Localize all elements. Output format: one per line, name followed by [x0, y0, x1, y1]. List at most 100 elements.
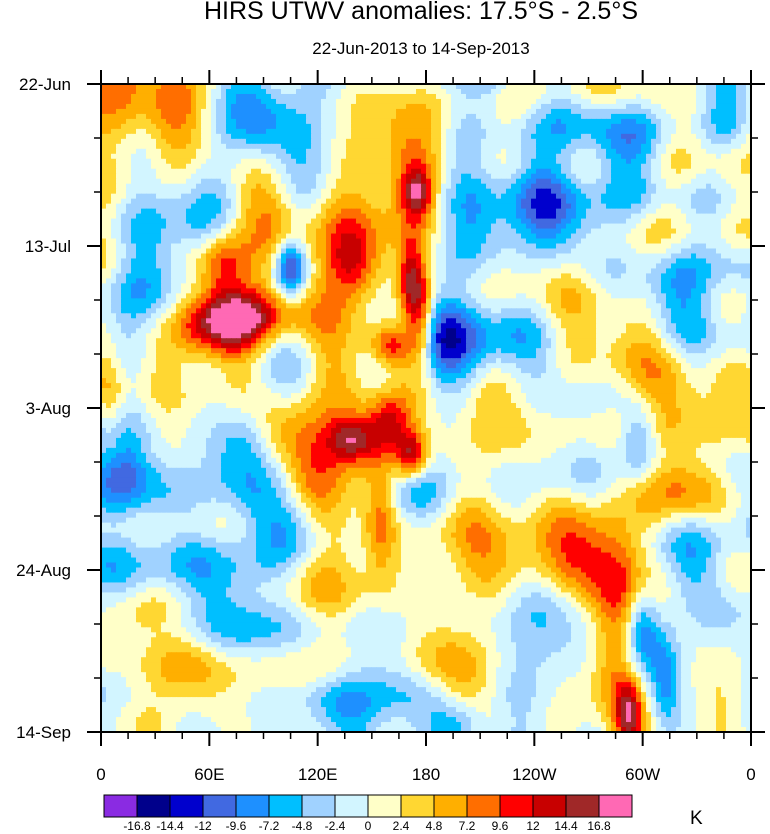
field-cell [301, 223, 307, 230]
field-cell [166, 213, 172, 220]
field-cell [141, 173, 147, 180]
field-cell [496, 253, 502, 260]
field-cell [556, 143, 562, 150]
field-cell [331, 88, 337, 95]
field-cell [451, 123, 457, 130]
field-cell [251, 233, 257, 240]
field-cell [311, 203, 317, 210]
field-cell [111, 273, 117, 279]
field-cell [391, 258, 397, 265]
field-cell [541, 183, 547, 190]
field-cell [236, 133, 242, 140]
field-cell [571, 198, 577, 205]
field-cell [206, 84, 212, 90]
field-cell [621, 123, 627, 130]
field-cell [706, 253, 712, 260]
field-cell [461, 93, 467, 100]
field-cell [581, 223, 587, 230]
field-cell [671, 118, 677, 125]
field-cell [176, 258, 182, 265]
field-cell [296, 103, 302, 110]
field-cell [171, 138, 177, 145]
field-cell [221, 113, 227, 120]
field-cell [121, 228, 127, 235]
field-cell [661, 193, 667, 200]
field-cell [276, 153, 282, 160]
field-cell [646, 248, 652, 255]
field-cell [341, 158, 347, 165]
field-cell [681, 238, 687, 245]
field-cell [106, 223, 112, 230]
field-cell [151, 168, 157, 175]
field-cell [661, 213, 667, 220]
field-cell [596, 188, 602, 195]
field-cell [181, 93, 187, 100]
field-cell [251, 228, 257, 235]
field-cell [666, 153, 672, 160]
field-cell [176, 113, 182, 120]
field-cell [746, 168, 752, 175]
field-cell [566, 108, 572, 115]
field-cell [746, 173, 752, 180]
field-cell [636, 153, 642, 160]
field-cell [121, 193, 127, 200]
field-cell [411, 238, 417, 245]
field-cell [661, 218, 667, 225]
field-cell [446, 198, 452, 205]
field-cell [666, 163, 672, 170]
field-cell [651, 153, 657, 160]
field-cell [606, 138, 612, 145]
field-cell [526, 143, 532, 150]
field-cell [696, 133, 702, 140]
field-cell [576, 258, 582, 265]
field-cell [706, 238, 712, 245]
field-cell [516, 218, 522, 225]
field-cell [356, 198, 362, 205]
field-cell [541, 163, 547, 170]
field-cell [521, 268, 527, 275]
field-cell [351, 233, 357, 240]
field-cell [296, 263, 302, 270]
field-cell [356, 93, 362, 100]
field-cell [556, 233, 562, 240]
field-cell [161, 273, 167, 279]
field-cell [716, 153, 722, 160]
field-cell [241, 148, 247, 155]
field-cell [421, 113, 427, 120]
field-cell [296, 158, 302, 165]
field-cell [516, 128, 522, 135]
field-cell [651, 228, 657, 235]
field-cell [321, 183, 327, 190]
field-cell [241, 103, 247, 110]
field-cell [456, 193, 462, 200]
field-cell [566, 193, 572, 200]
field-cell [181, 218, 187, 225]
field-cell [671, 98, 677, 105]
field-cell [316, 233, 322, 240]
field-cell [451, 163, 457, 170]
field-cell [661, 268, 667, 275]
field-cell [691, 173, 697, 180]
field-cell [226, 218, 232, 225]
field-cell [356, 168, 362, 175]
field-cell [161, 98, 167, 105]
field-cell [371, 128, 377, 135]
field-cell [156, 108, 162, 115]
field-cell [606, 233, 612, 240]
field-cell [496, 143, 502, 150]
field-cell [246, 218, 252, 225]
field-cell [321, 198, 327, 205]
field-cell [356, 218, 362, 225]
field-cell [536, 178, 542, 185]
field-cell [456, 84, 462, 90]
field-cell [736, 93, 742, 100]
field-cell [666, 178, 672, 185]
field-cell [576, 248, 582, 255]
field-cell [366, 153, 372, 160]
field-cell [386, 208, 392, 215]
field-cell [196, 168, 202, 175]
field-cell [346, 153, 352, 160]
field-cell [676, 188, 682, 195]
field-cell [701, 88, 707, 95]
field-cell [151, 153, 157, 160]
